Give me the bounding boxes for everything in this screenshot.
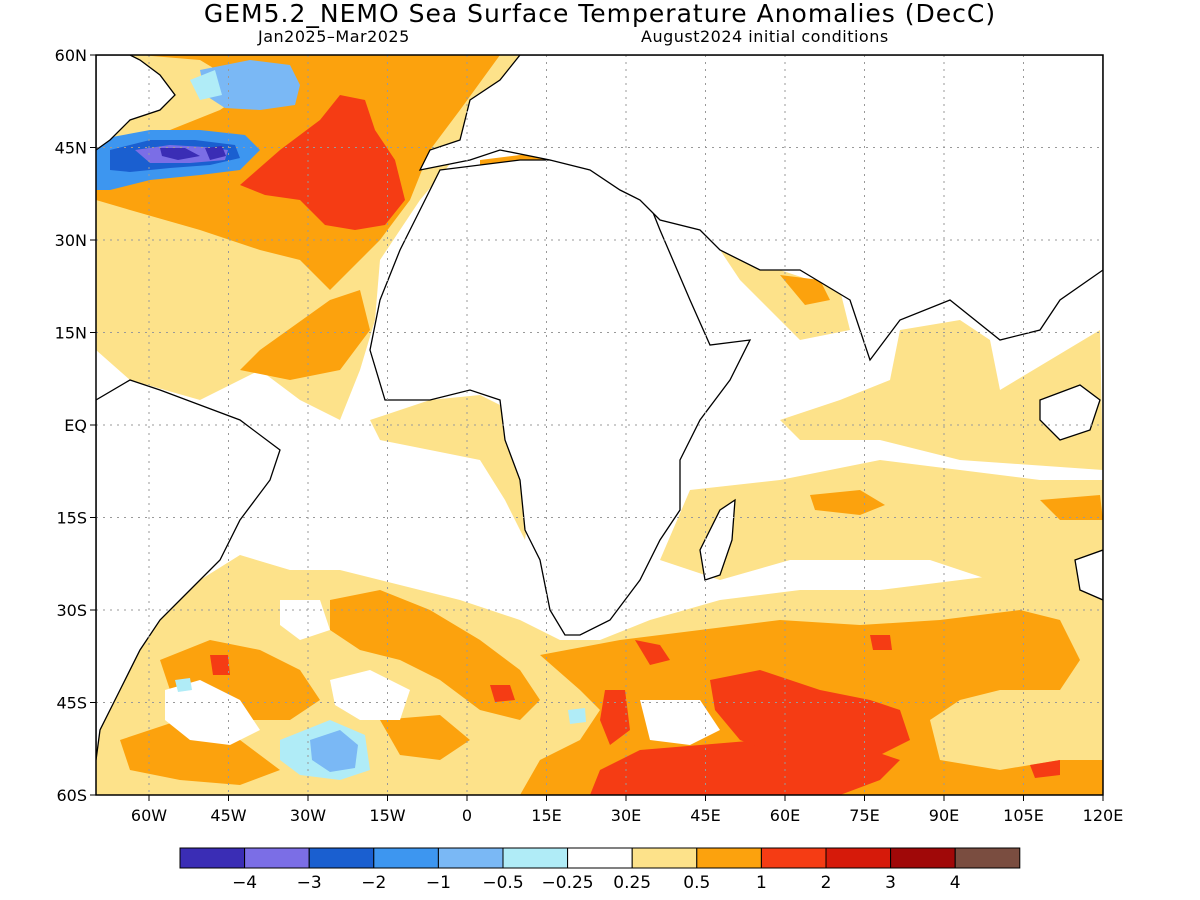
colorbar-swatch	[954, 847, 1021, 869]
anomaly-region	[210, 655, 230, 675]
anomaly-region	[330, 590, 540, 720]
anomaly-region	[568, 708, 586, 724]
lon-tick-label: 105E	[1003, 806, 1044, 825]
lat-tick-label: 30N	[55, 231, 87, 250]
lat-tick-label: 15S	[56, 509, 87, 528]
lon-tick-label: 120E	[1083, 806, 1124, 825]
colorbar-swatch	[179, 847, 246, 869]
lon-tick-label: 90E	[929, 806, 959, 825]
anomaly-region	[635, 640, 670, 665]
colorbar-swatch	[890, 847, 956, 869]
colorbar-label: −2	[361, 873, 386, 893]
colorbar-swatch	[373, 847, 439, 869]
anomaly-region	[780, 275, 830, 305]
europe-coastline	[418, 55, 1103, 362]
anomaly-field	[96, 55, 1103, 795]
lat-tick-label: 60N	[55, 46, 87, 65]
anomaly-region	[370, 395, 530, 540]
colorbar-label: 1	[756, 873, 767, 893]
anomaly-region	[165, 680, 260, 745]
latitude-labels: 60N 45N 30N 15N EQ 15S 30S 45S 60S	[55, 46, 87, 805]
anomaly-region	[380, 715, 470, 760]
lon-tick-label: 0	[462, 806, 472, 825]
colorbar-swatch	[631, 847, 698, 869]
colorbar-swatch	[437, 847, 504, 869]
colorbar-label: −4	[232, 873, 257, 893]
colorbar-labels: −4 −3 −2 −1 −0.5 −0.25 0.25 0.5 1 2 3 4	[232, 873, 961, 893]
axis-ticks	[90, 54, 1104, 801]
lat-tick-label: EQ	[64, 416, 87, 435]
anomaly-region	[490, 685, 515, 702]
indonesia-coastline	[1039, 384, 1101, 441]
americas-coastline	[96, 55, 176, 151]
anomaly-region	[640, 700, 720, 745]
colorbar-label: 3	[885, 873, 896, 893]
anomaly-region	[120, 720, 280, 785]
anomaly-region	[810, 490, 885, 515]
longitude-labels: 60W 45W 30W 15W 0 15E 30E 45E 60E 75E 90E 105E 120E	[131, 806, 1123, 825]
anomaly-region	[710, 670, 910, 760]
colorbar-label: 2	[821, 873, 832, 893]
colorbar-swatch	[825, 847, 892, 869]
grid-lines	[96, 55, 1103, 795]
colorbar-swatch	[567, 847, 633, 869]
colorbar-label: 4	[950, 873, 961, 893]
anomaly-region	[240, 290, 370, 380]
initial-conditions-label: August2024 initial conditions	[641, 27, 889, 46]
anomaly-region	[310, 730, 358, 772]
colorbar-label: −3	[297, 873, 322, 893]
lat-tick-label: 60S	[56, 786, 87, 805]
africa-coastline	[369, 159, 752, 636]
lon-tick-label: 45W	[210, 806, 246, 825]
lon-tick-label: 75E	[849, 806, 879, 825]
anomaly-region	[330, 670, 410, 720]
lat-tick-label: 45S	[56, 694, 87, 713]
lat-tick-label: 30S	[56, 601, 87, 620]
lat-tick-label: 15N	[55, 324, 87, 343]
anomaly-region	[600, 690, 630, 745]
anomaly-region	[660, 460, 1103, 580]
lon-tick-label: 60W	[131, 806, 167, 825]
anomaly-region	[1030, 760, 1060, 778]
colorbar-label: −0.25	[542, 873, 594, 893]
lon-tick-label: 30W	[290, 806, 326, 825]
lon-tick-label: 45E	[690, 806, 720, 825]
anomaly-region	[240, 95, 405, 230]
south-america-coastline	[96, 379, 281, 761]
colorbar-swatch	[760, 847, 827, 869]
period-label: Jan2025–Mar2025	[258, 27, 410, 46]
madagascar-coastline	[699, 498, 736, 581]
colorbar-label: 0.25	[613, 873, 651, 893]
lon-tick-label: 60E	[770, 806, 800, 825]
anomaly-region	[200, 60, 300, 110]
anomaly-region	[190, 70, 222, 100]
map-title: GEM5.2_NEMO Sea Surface Temperature Anom…	[203, 0, 997, 28]
lon-tick-label: 15W	[369, 806, 405, 825]
colorbar-swatch	[502, 847, 569, 869]
coastlines	[96, 55, 1103, 761]
colorbar-label: 0.5	[683, 873, 710, 893]
anomaly-region	[780, 320, 1103, 470]
colorbar-swatch	[308, 847, 375, 869]
colorbar-swatch	[696, 847, 762, 869]
anomaly-region	[1040, 495, 1103, 520]
colorbar-label: −1	[426, 873, 451, 893]
anomaly-region	[160, 148, 200, 160]
australia-coastline	[1074, 549, 1103, 601]
anomaly-region	[205, 146, 226, 160]
colorbar-label: −0.5	[482, 873, 523, 893]
anomaly-region	[175, 678, 192, 692]
anomaly-region	[870, 635, 892, 650]
lat-tick-label: 45N	[55, 139, 87, 158]
colorbar-swatch	[244, 847, 310, 869]
lon-tick-label: 30E	[611, 806, 641, 825]
lon-tick-label: 15E	[531, 806, 561, 825]
colorbar	[179, 847, 1021, 869]
